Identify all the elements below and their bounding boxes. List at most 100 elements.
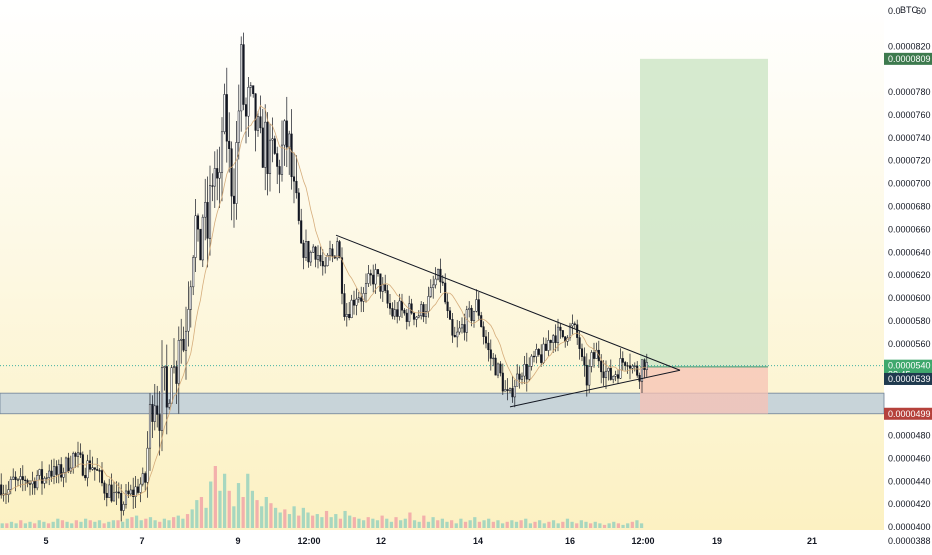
candle-body [470, 307, 473, 322]
candle-body [230, 148, 233, 197]
candle-body [160, 367, 164, 431]
candle-body [456, 331, 459, 338]
volume-bar [505, 521, 509, 528]
volume-bar [60, 520, 65, 528]
candle-body [16, 479, 20, 481]
candle-body [108, 484, 111, 498]
candle-body [259, 116, 262, 129]
candle-body [451, 319, 454, 336]
trendlines-layer [335, 234, 681, 408]
candle-body [453, 335, 456, 338]
candle-body [518, 373, 521, 380]
candle-body [384, 284, 387, 291]
volume-bar [440, 518, 444, 528]
candle-body [175, 366, 178, 384]
volume-bar [199, 497, 204, 528]
candle-body [50, 470, 53, 477]
candle-body [151, 403, 154, 422]
price-tags: 0.00008090.000054038:450.00005390.000049… [884, 52, 932, 420]
candle-body [244, 104, 248, 117]
volume-bar [338, 518, 343, 528]
candle-body [192, 257, 195, 288]
candle-body [626, 365, 629, 367]
candle-body [187, 309, 190, 332]
candle-body [612, 376, 615, 380]
candles-layer [0, 32, 648, 522]
candle-body [184, 330, 188, 351]
volume-bar [264, 497, 268, 528]
volume-bar [204, 507, 208, 528]
candle-body [619, 358, 622, 379]
price-tick-label: 0.0000388 [888, 536, 931, 546]
candle-body [499, 363, 502, 374]
candle-body [585, 364, 588, 386]
candle-body [645, 361, 648, 370]
candle-body [266, 121, 269, 175]
candle-body [468, 307, 471, 310]
time-axis[interactable]: 5 7 9 12:00 12 14 16 12:00 19 21 [43, 536, 817, 546]
volume-bar [74, 520, 78, 528]
candle-body [124, 490, 128, 505]
candle-body [448, 310, 452, 320]
last-price-tag: 0.0000540 [888, 361, 931, 371]
candle-body [201, 216, 204, 261]
volume-bar [246, 473, 250, 528]
candle-body [235, 142, 238, 204]
candle-body [177, 340, 180, 384]
volume-bar [125, 518, 129, 528]
candle-body [240, 44, 243, 112]
candle-body [326, 255, 329, 266]
volume-bar [463, 521, 468, 528]
volume-bar [593, 521, 597, 528]
volume-bar [496, 520, 500, 528]
candle-body [352, 299, 356, 306]
candle-body [628, 365, 632, 369]
candle-body [74, 453, 77, 457]
candle-body [537, 349, 540, 355]
volume-bar [250, 490, 255, 528]
price-tick-label: 0.0000580 [888, 316, 931, 326]
volume-bar [352, 517, 356, 528]
candle-body [129, 489, 132, 495]
volume-bar [0, 523, 4, 528]
time-tick-label: 5 [43, 536, 48, 546]
candle-body [540, 354, 543, 363]
volume-bar [190, 509, 194, 528]
time-tick-label: 7 [139, 536, 144, 546]
volume-bar [46, 523, 51, 528]
volume-bar [181, 518, 185, 528]
candle-body [62, 472, 65, 478]
candle-body [571, 323, 574, 327]
volume-bar [153, 520, 157, 528]
volume-bar [626, 523, 630, 528]
candle-body [307, 241, 310, 263]
candle-body [211, 185, 214, 187]
candle-body [556, 326, 560, 343]
volume-bar [584, 521, 588, 528]
volume-bar [144, 518, 148, 528]
candle-body [156, 405, 159, 415]
candle-body [372, 274, 375, 285]
candle-body [302, 242, 305, 258]
candle-body [105, 492, 108, 498]
candle-body [633, 365, 636, 367]
candle-body [501, 372, 504, 392]
volume-bar [209, 481, 213, 528]
volume-bar [482, 520, 486, 528]
volume-bar [426, 521, 431, 528]
candle-body [475, 299, 478, 312]
price-axis[interactable]: 0.00008200.00007800.00007600.00007400.00… [888, 5, 931, 546]
volume-bar [570, 521, 574, 528]
candle-body [364, 283, 368, 294]
candle-body [199, 228, 202, 261]
candle-body [357, 297, 360, 300]
candle-body [196, 215, 200, 230]
price-tick-label: 0.0000620 [888, 270, 931, 280]
candle-body [136, 486, 140, 493]
candle-body [48, 470, 51, 478]
volume-bar [500, 523, 505, 528]
candle-body [0, 484, 3, 496]
price-tick-label: 0.0000400 [888, 522, 931, 532]
candle-body [271, 138, 274, 141]
candle-body [328, 248, 332, 256]
